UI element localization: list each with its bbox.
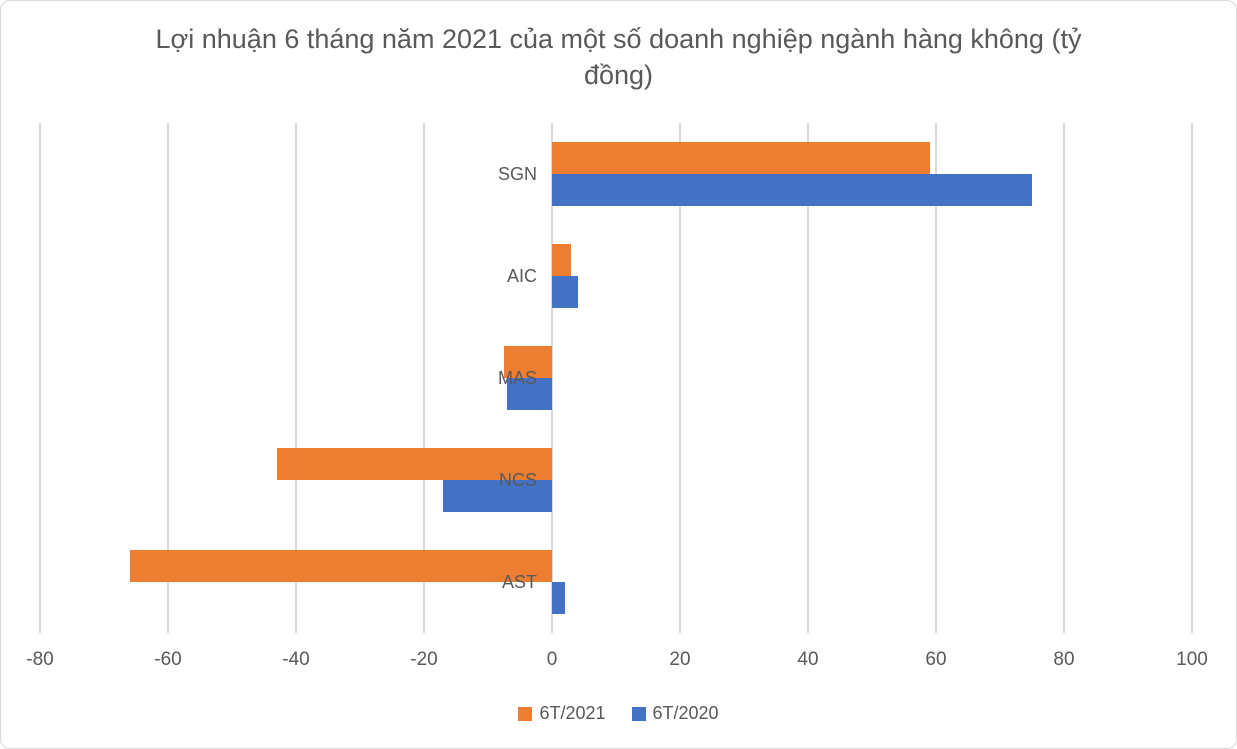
gridline [295, 123, 297, 633]
bar-ast-6t-2020 [552, 582, 565, 614]
category-label-sgn: SGN [497, 164, 537, 184]
legend-item-6t-2021: 6T/2021 [518, 703, 606, 724]
legend: 6T/2021 6T/2020 [1, 703, 1236, 724]
legend-label: 6T/2021 [539, 703, 606, 723]
x-tick-label: -80 [26, 649, 54, 670]
gridline [423, 123, 425, 633]
x-tick-label: 100 [1176, 649, 1208, 670]
legend-swatch-icon [631, 706, 646, 721]
x-tick-label: 40 [797, 649, 819, 670]
category-label-ncs: NCS [498, 470, 537, 490]
x-tick-label: -20 [410, 649, 438, 670]
x-tick-label: 60 [925, 649, 947, 670]
gridline [807, 123, 809, 633]
gridline [39, 123, 41, 633]
bar-ncs-6t-2021 [276, 448, 552, 480]
gridline [1063, 123, 1065, 633]
bar-ncs-6t-2020 [443, 480, 552, 512]
bar-aic-6t-2020 [552, 276, 578, 308]
bar-aic-6t-2021 [552, 244, 572, 276]
gridline [551, 123, 553, 633]
x-tick-label: -40 [282, 649, 310, 670]
bar-sgn-6t-2021 [552, 142, 930, 174]
x-tick-label: 80 [1053, 649, 1075, 670]
chart-title-text: Lợi nhuận 6 tháng năm 2021 của một số do… [155, 24, 1082, 90]
gridline [679, 123, 681, 633]
chart-title: Lợi nhuận 6 tháng năm 2021 của một số do… [1, 21, 1236, 93]
legend-item-6t-2020: 6T/2020 [631, 703, 719, 724]
bar-mas-6t-2021 [504, 346, 552, 378]
category-label-ast: AST [501, 572, 537, 592]
x-tick-label: 0 [546, 649, 558, 670]
gridline [167, 123, 169, 633]
bar-sgn-6t-2020 [552, 174, 1032, 206]
category-label-aic: AIC [506, 266, 537, 286]
bar-ast-6t-2021 [129, 550, 552, 582]
legend-swatch-icon [518, 706, 533, 721]
bar-mas-6t-2020 [507, 378, 552, 410]
x-tick-label: -60 [154, 649, 182, 670]
category-label-mas: MAS [497, 368, 537, 388]
gridline [1191, 123, 1193, 633]
gridline [935, 123, 937, 633]
legend-label: 6T/2020 [652, 703, 719, 723]
x-tick-label: 20 [669, 649, 691, 670]
